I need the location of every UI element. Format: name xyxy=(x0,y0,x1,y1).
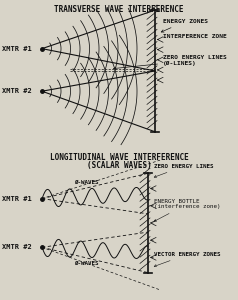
Text: LONGITUDINAL WAVE INTERFERENCE: LONGITUDINAL WAVE INTERFERENCE xyxy=(50,153,188,162)
Text: XMTR #1: XMTR #1 xyxy=(2,196,32,202)
Text: Ø-WAVES: Ø-WAVES xyxy=(74,180,99,185)
Text: (SCALAR WAVES): (SCALAR WAVES) xyxy=(87,161,151,170)
Text: Ø-WAVES: Ø-WAVES xyxy=(74,261,99,266)
Text: ENERGY ZONES: ENERGY ZONES xyxy=(161,19,208,32)
Text: VECTOR ENERGY ZONES: VECTOR ENERGY ZONES xyxy=(154,252,220,267)
Text: XMTR #1: XMTR #1 xyxy=(2,46,32,52)
Text: XMTR #2: XMTR #2 xyxy=(2,244,32,250)
Text: ZERO ENERGY LINES: ZERO ENERGY LINES xyxy=(154,164,213,178)
Text: INTERFERENCE ZONE: INTERFERENCE ZONE xyxy=(163,34,227,39)
Text: ENERGY BOTTLE
(interference zone): ENERGY BOTTLE (interference zone) xyxy=(154,199,220,221)
Text: TRANSVERSE WAVE INTERFERENCE: TRANSVERSE WAVE INTERFERENCE xyxy=(54,5,184,14)
Text: ZERO ENERGY LINES
(Ø-LINES): ZERO ENERGY LINES (Ø-LINES) xyxy=(114,55,227,70)
Text: XMTR #2: XMTR #2 xyxy=(2,88,32,94)
